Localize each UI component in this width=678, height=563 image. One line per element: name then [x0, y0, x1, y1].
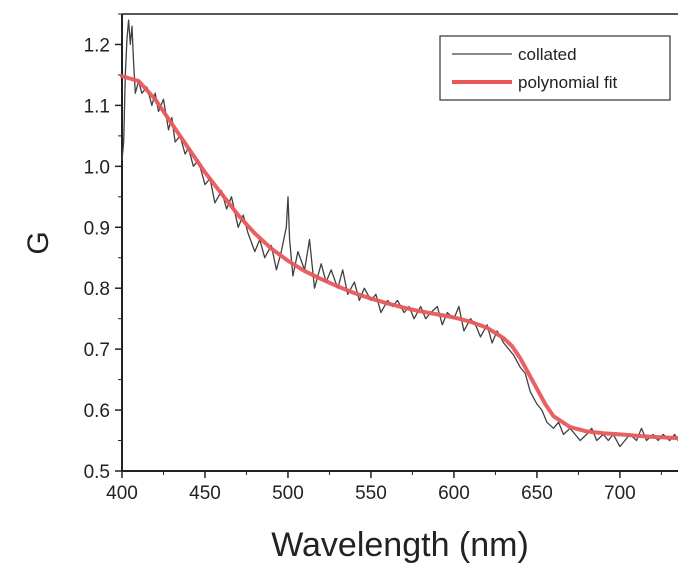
legend-label-collated: collated: [518, 45, 577, 64]
y-tick-label-1.0: 1.0: [84, 157, 110, 178]
series-layer: [120, 19, 678, 448]
x-axis-ticks: 400 450 500 550 600 650 700: [106, 471, 662, 504]
y-tick-label-0.5: 0.5: [84, 462, 110, 483]
legend: collated polynomial fit: [439, 35, 671, 101]
y-axis-title: G: [22, 231, 55, 254]
legend-box: [439, 35, 671, 101]
x-tick-label-700: 700: [604, 483, 636, 504]
plot-area: [121, 13, 678, 472]
legend-label-polynomial-fit: polynomial fit: [518, 73, 617, 92]
y-tick-label-0.6: 0.6: [84, 401, 110, 422]
series-line-polynomial-fit: [120, 74, 678, 441]
y-axis-ticks: 0.5 0.6 0.7 0.8 0.9 1.0 1.1 1.2: [84, 13, 122, 483]
x-tick-label-400: 400: [106, 483, 138, 504]
x-axis-title: Wavelength (nm): [271, 526, 529, 563]
x-tick-label-550: 550: [355, 483, 387, 504]
x-tick-label-600: 600: [438, 483, 470, 504]
y-tick-label-0.7: 0.7: [84, 340, 110, 361]
y-tick-label-0.8: 0.8: [84, 279, 110, 300]
x-tick-label-500: 500: [272, 483, 304, 504]
y-tick-label-1.2: 1.2: [84, 35, 110, 56]
y-tick-label-0.9: 0.9: [84, 218, 110, 239]
y-tick-label-1.1: 1.1: [84, 96, 110, 117]
x-tick-label-450: 450: [189, 483, 221, 504]
x-tick-label-650: 650: [521, 483, 553, 504]
